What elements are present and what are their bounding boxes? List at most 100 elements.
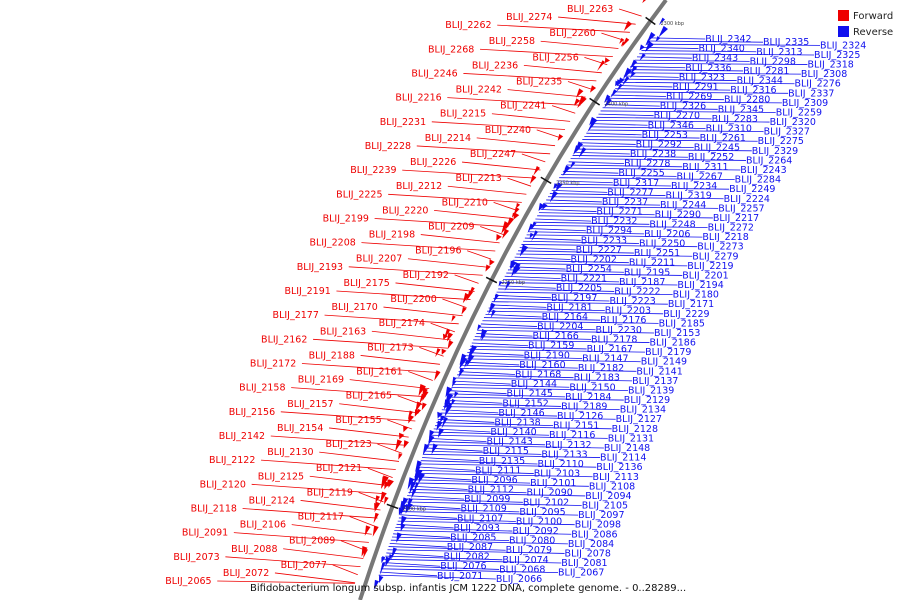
reverse-callout-line <box>384 558 562 564</box>
reverse-callout-line <box>523 240 639 244</box>
forward-gene-label: BLIJ_2157 <box>287 399 333 410</box>
reverse-gene-label: BLIJ_2081 <box>561 558 607 569</box>
reverse-callout-line <box>537 215 713 219</box>
reverse-callout-line <box>588 129 764 133</box>
reverse-gene-arrow <box>639 44 645 51</box>
forward-gene-label: BLIJ_2065 <box>165 576 211 587</box>
reverse-callout-line <box>428 441 546 446</box>
reverse-callout-line <box>387 549 565 554</box>
reverse-gene-label: BLIJ_2100 <box>516 516 562 527</box>
reverse-callout-line <box>395 527 513 532</box>
reverse-gene-label: BLIJ_2217 <box>713 213 759 224</box>
reverse-callout-line <box>566 164 683 168</box>
forward-callout-line <box>408 371 433 381</box>
reverse-gene-arrow <box>451 398 456 406</box>
forward-callout-line <box>261 459 396 470</box>
reverse-gene-arrow <box>411 489 417 499</box>
forward-gene-label: BLIJ_2174 <box>379 318 425 329</box>
reverse-callout-line <box>549 193 666 196</box>
forward-callout-line <box>551 105 576 114</box>
forward-gene-label: BLIJ_2193 <box>297 262 343 273</box>
reverse-gene-arrow <box>658 17 665 26</box>
reverse-gene-label: BLIJ_2153 <box>654 328 700 339</box>
forward-gene-arrow <box>408 414 415 424</box>
reverse-gene-arrow <box>407 477 415 490</box>
reverse-callout-line <box>418 466 476 471</box>
reverse-gene-label: BLIJ_2103 <box>534 469 580 480</box>
reverse-gene-arrow <box>493 293 500 303</box>
forward-gene-label: BLIJ_2274 <box>506 12 552 23</box>
reverse-callout-line <box>561 174 677 177</box>
reverse-gene-arrow <box>440 415 445 423</box>
reverse-callout-line <box>580 142 636 145</box>
reverse-gene-label: BLIJ_2277 <box>607 187 653 198</box>
reverse-gene-arrow <box>445 386 453 398</box>
reverse-callout-line <box>559 177 735 180</box>
reverse-gene-label: BLIJ_2141 <box>636 366 682 377</box>
reverse-gene-label: BLIJ_2271 <box>596 207 642 218</box>
reverse-gene-label: BLIJ_2206 <box>644 229 690 240</box>
reverse-callout-line <box>604 104 660 107</box>
forward-callout-line <box>507 89 586 98</box>
reverse-gene-label: BLIJ_2223 <box>609 296 655 307</box>
reverse-gene-label: BLIJ_2136 <box>596 462 642 473</box>
reverse-gene-label: BLIJ_2067 <box>558 568 604 579</box>
reverse-gene-arrow <box>617 77 625 86</box>
forward-callout-line <box>419 346 444 357</box>
forward-callout-line <box>383 306 463 317</box>
reverse-gene-arrow <box>452 376 457 384</box>
forward-callout-line <box>395 282 475 292</box>
reverse-gene-label: BLIJ_2237 <box>602 197 648 208</box>
reverse-gene-label: BLIJ_2324 <box>820 40 866 51</box>
reverse-gene-arrow <box>400 523 406 532</box>
reverse-gene-label: BLIJ_2128 <box>612 424 658 435</box>
reverse-callout-line <box>518 250 634 254</box>
reverse-gene-label: BLIJ_2275 <box>758 136 804 147</box>
forward-gene-label: BLIJ_2215 <box>440 109 486 120</box>
reverse-gene-arrow <box>406 498 413 511</box>
reverse-gene-arrow <box>401 497 409 510</box>
reverse-callout-line <box>385 555 503 561</box>
forward-gene-arrow <box>384 496 389 505</box>
reverse-gene-label: BLIJ_2150 <box>569 382 615 393</box>
forward-gene-label: BLIJ_2240 <box>485 125 531 136</box>
reverse-callout-line <box>617 85 673 88</box>
reverse-callout-line <box>553 186 730 190</box>
forward-gene-arrow <box>398 453 403 460</box>
reverse-callout-line <box>431 434 608 439</box>
reverse-callout-line <box>576 148 752 152</box>
reverse-gene-label: BLIJ_2148 <box>604 443 650 454</box>
reverse-callout-line <box>437 418 495 423</box>
reverse-callout-line <box>491 301 668 305</box>
forward-gene-label: BLIJ_2175 <box>343 278 389 289</box>
forward-gene-label: BLIJ_2158 <box>239 383 285 394</box>
forward-callout-line <box>291 524 372 535</box>
reverse-gene-label: BLIJ_2168 <box>515 370 561 381</box>
reverse-gene-arrow <box>555 182 563 192</box>
reverse-gene-label: BLIJ_2273 <box>697 242 743 253</box>
reverse-gene-label: BLIJ_2261 <box>700 133 746 144</box>
forward-gene-arrow <box>620 41 626 47</box>
reverse-callout-line <box>623 75 679 78</box>
forward-callout-line <box>233 532 369 543</box>
reverse-gene-label: BLIJ_2318 <box>807 60 853 71</box>
reverse-callout-line <box>464 358 641 363</box>
reverse-gene-arrow <box>510 260 517 270</box>
reverse-callout-line <box>592 123 648 126</box>
forward-callout-line <box>480 226 505 236</box>
reverse-callout-line <box>490 304 547 308</box>
reverse-callout-line <box>402 507 520 513</box>
reverse-callout-line <box>435 425 612 430</box>
reverse-gene-label: BLIJ_2224 <box>724 194 770 205</box>
forward-gene-arrow <box>501 221 510 234</box>
reverse-callout-line <box>451 387 628 391</box>
reverse-gene-arrow <box>629 59 638 70</box>
reverse-gene-label: BLIJ_2071 <box>437 571 483 582</box>
reverse-gene-label: BLIJ_2325 <box>814 50 860 61</box>
forward-gene-arrow <box>380 491 387 504</box>
forward-gene-arrow <box>485 264 491 272</box>
reverse-callout-line <box>504 275 561 280</box>
reverse-gene-arrow <box>575 141 584 152</box>
legend-reverse-label: Reverse <box>853 27 893 38</box>
forward-callout-line <box>374 218 509 228</box>
